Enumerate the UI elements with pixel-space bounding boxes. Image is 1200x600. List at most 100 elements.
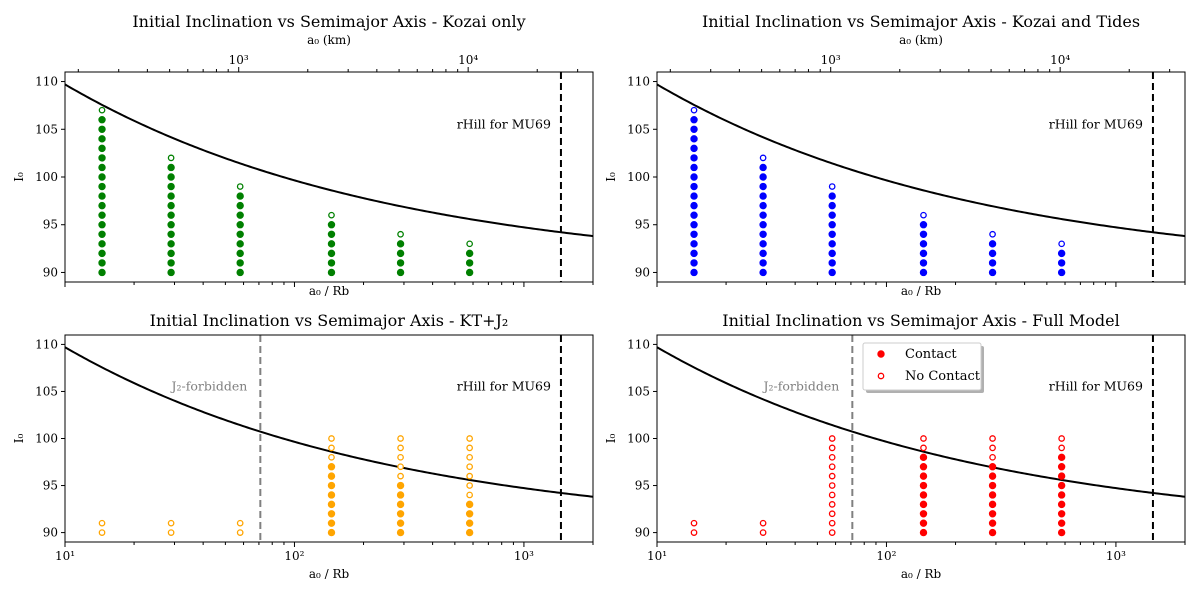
contact-point [919, 500, 928, 509]
contact-point [759, 182, 767, 191]
contact-point [396, 481, 405, 490]
no-contact-point [167, 519, 175, 527]
no-contact-point [167, 154, 175, 162]
y-tick-label: 90 [635, 526, 650, 540]
no-contact-point [690, 106, 698, 114]
top-tick-label: 10⁴ [1050, 53, 1070, 67]
contact-point [167, 192, 175, 200]
legend-no-contact-marker [877, 372, 885, 380]
y-axis-label: I₀ [12, 434, 26, 444]
contact-point [988, 500, 997, 509]
contact-point [465, 510, 474, 518]
contact-point [327, 249, 336, 258]
contact-point [1057, 528, 1066, 537]
contact-point [98, 135, 106, 143]
contact-point [919, 230, 928, 238]
no-contact-point [1058, 240, 1065, 248]
contact-point [1057, 463, 1066, 471]
contact-point [690, 259, 698, 267]
contact-point [690, 221, 698, 229]
contact-point [98, 211, 106, 219]
axes-frame [656, 71, 1186, 283]
no-contact-point [828, 519, 836, 527]
no-contact-point [690, 519, 698, 527]
y-tick-label: 105 [35, 122, 58, 136]
contact-point [396, 510, 405, 518]
hill-radius-label: rHill for MU69 [457, 379, 551, 394]
contact-point [236, 240, 244, 248]
contact-point [759, 173, 767, 181]
no-contact-point [397, 463, 404, 471]
contact-point [759, 249, 767, 258]
contact-point [919, 453, 928, 462]
contact-point [690, 135, 698, 143]
y-axis-label: I₀ [604, 172, 618, 182]
panel-p4: Initial Inclination vs Semimajor Axis - … [604, 311, 1186, 581]
contact-point [690, 154, 698, 162]
top-axis-label: a₀ (km) [899, 33, 943, 47]
contact-point [828, 211, 836, 219]
contact-point [759, 211, 767, 219]
contact-point [690, 182, 698, 191]
contact-point [98, 230, 106, 238]
x-tick-label: 10² [284, 549, 304, 563]
top-tick-label: 10³ [821, 53, 841, 67]
no-contact-point [236, 519, 244, 527]
no-contact-point [920, 211, 927, 219]
contact-point [690, 211, 698, 219]
no-contact-point [828, 472, 836, 480]
no-contact-point [828, 183, 836, 190]
contact-point [396, 249, 405, 258]
y-tick-label: 90 [43, 265, 58, 279]
contact-point [759, 259, 767, 267]
no-contact-point [466, 482, 473, 489]
contact-point [1057, 491, 1066, 499]
top-axis-label: a₀ (km) [307, 33, 351, 47]
contact-point [236, 259, 244, 267]
plot-area [657, 72, 1185, 282]
contact-point [98, 268, 106, 277]
contact-point [988, 491, 997, 499]
no-contact-point [759, 519, 767, 527]
contact-point [988, 519, 997, 527]
y-tick-label: 110 [627, 75, 650, 89]
contact-point [919, 221, 928, 229]
y-tick-label: 105 [627, 122, 650, 136]
contact-point [690, 116, 698, 124]
y-tick-label: 100 [35, 170, 58, 184]
contact-point [98, 116, 106, 124]
contact-point [828, 230, 836, 238]
contact-point [828, 201, 836, 210]
x-tick-label: 10³ [514, 549, 534, 563]
contact-point [327, 491, 336, 499]
y-tick-label: 95 [43, 218, 58, 232]
y-tick-label: 105 [35, 384, 58, 398]
contact-point [98, 221, 106, 229]
contact-point [98, 163, 106, 172]
critical-inclination-curve [657, 346, 1185, 498]
contact-point [98, 192, 106, 200]
chart-title: Initial Inclination vs Semimajor Axis - … [150, 311, 509, 330]
j2-forbidden-label: J₂-forbidden [762, 379, 840, 394]
contact-point [828, 240, 836, 248]
contact-point [98, 125, 106, 133]
contact-point [919, 463, 928, 471]
contact-point [690, 201, 698, 210]
no-contact-point [759, 154, 767, 162]
contact-point [690, 144, 698, 153]
no-contact-point [828, 491, 836, 499]
no-contact-point [989, 453, 996, 461]
x-tick-label: 10¹ [647, 549, 667, 563]
contact-point [167, 259, 175, 267]
contact-point [988, 240, 997, 248]
contact-point [236, 221, 244, 229]
contact-point [919, 491, 928, 499]
contact-point [327, 259, 336, 267]
critical-inclination-curve [657, 83, 1185, 238]
top-tick-label: 10³ [229, 53, 249, 67]
chart-title: Initial Inclination vs Semimajor Axis - … [722, 311, 1119, 330]
contact-point [236, 211, 244, 219]
no-contact-point [397, 444, 404, 452]
plot-area [65, 72, 593, 282]
contact-point [919, 259, 928, 267]
